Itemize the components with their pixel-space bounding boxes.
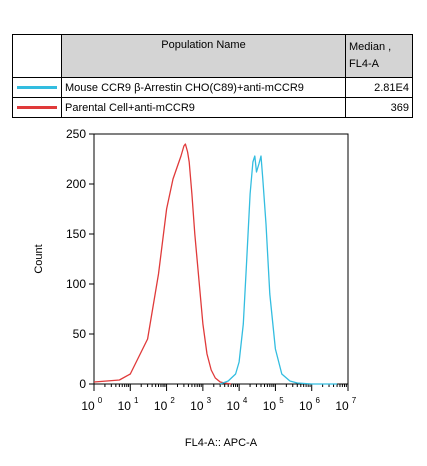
x-tick-exponent: 4 xyxy=(243,396,248,405)
parental-curve xyxy=(93,143,232,385)
legend-swatch-cell xyxy=(12,77,62,98)
plot-frame xyxy=(93,133,349,385)
x-axis: 10 0 10 1 10 2 10 3 10 4 10 5 10 6 10 7 xyxy=(81,384,357,413)
legend-swatch xyxy=(17,86,57,89)
legend-swatch xyxy=(17,106,57,109)
x-tick-exponent: 1 xyxy=(134,396,139,405)
x-tick-exponent: 7 xyxy=(352,396,357,405)
median-value: 2.81E4 xyxy=(345,77,413,98)
x-tick-label: 10 xyxy=(299,399,313,413)
y-tick-label: 150 xyxy=(66,227,86,241)
histogram-curves xyxy=(93,143,338,385)
x-tick-exponent: 2 xyxy=(170,396,175,405)
y-tick-label: 0 xyxy=(79,377,86,391)
y-axis-title: Count xyxy=(33,244,45,273)
x-tick-label: 10 xyxy=(263,399,277,413)
x-axis-title: FL4-A:: APC-A xyxy=(185,437,258,449)
x-tick-exponent: 0 xyxy=(98,396,103,405)
median-value: 369 xyxy=(345,97,413,118)
y-tick-label: 50 xyxy=(73,327,87,341)
legend-header-blank xyxy=(12,34,62,78)
population-name-header: Population Name xyxy=(61,34,346,78)
legend-row: Mouse CCR9 β-Arrestin CHO(C89)+anti-mCCR… xyxy=(12,77,413,98)
y-tick-label: 100 xyxy=(66,277,86,291)
ccr9-curve xyxy=(219,155,338,385)
x-tick-exponent: 5 xyxy=(279,396,284,405)
x-tick-label: 10 xyxy=(190,399,204,413)
median-header: Median , FL4-A xyxy=(345,34,413,78)
population-legend-table: Population Name Median , FL4-A Mouse CCR… xyxy=(12,34,413,118)
legend-swatch-cell xyxy=(12,97,62,118)
x-tick-exponent: 3 xyxy=(207,396,212,405)
x-tick-label: 10 xyxy=(81,399,95,413)
x-tick-label: 10 xyxy=(118,399,132,413)
y-axis: 0 50 100 150 200 250 xyxy=(66,127,94,391)
x-tick-label: 10 xyxy=(154,399,168,413)
y-tick-label: 200 xyxy=(66,177,86,191)
population-name: Parental Cell+anti-mCCR9 xyxy=(61,97,346,118)
median-header-line2: FL4-A xyxy=(349,58,379,70)
population-name: Mouse CCR9 β-Arrestin CHO(C89)+anti-mCCR… xyxy=(61,77,346,98)
x-tick-exponent: 6 xyxy=(315,396,320,405)
legend-row: Parental Cell+anti-mCCR9 369 xyxy=(12,97,413,118)
x-tick-label: 10 xyxy=(226,399,240,413)
median-header-line1: Median , xyxy=(349,41,392,53)
legend-header-row: Population Name Median , FL4-A xyxy=(12,34,413,78)
x-tick-label: 10 xyxy=(335,399,349,413)
y-tick-label: 250 xyxy=(66,127,86,141)
